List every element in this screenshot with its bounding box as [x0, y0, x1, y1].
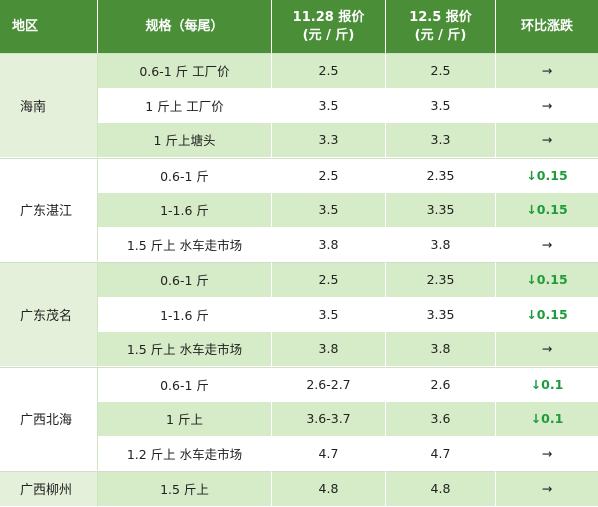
table-row: 广东湛江 0.6-1 斤 2.5 2.35 ↓0.15 — [0, 157, 598, 262]
spec-cell: 0.6-1 斤 — [98, 366, 272, 402]
change-cell: → — [496, 332, 598, 367]
change-cell: → — [496, 53, 598, 89]
price-125-cell: 4.8 — [386, 471, 496, 507]
price-1128-cell: 2.5 — [272, 262, 386, 298]
table-row: 1-1.6 斤 3.5 3.35 ↓0.15 — [0, 193, 598, 228]
price-1128-cell: 3.3 — [272, 123, 386, 158]
price-125-cell: 2.35 — [386, 157, 496, 193]
region-cell: 广西柳州 — [0, 471, 98, 507]
header-spec: 规格（每尾） — [98, 0, 272, 53]
price-1128-cell: 4.7 — [272, 436, 386, 471]
table-row: 1-1.6 斤 3.5 3.35 ↓0.15 — [0, 297, 598, 332]
spec-cell: 0.6-1 斤 工厂价 — [98, 53, 272, 89]
table-row: 1.5 斤上 水车走市场 3.8 3.8 → — [0, 332, 598, 367]
change-cell: ↓0.15 — [496, 157, 598, 193]
header-price-1128-date: 11.28 报价 — [292, 9, 365, 25]
spec-cell: 0.6-1 斤 — [98, 262, 272, 298]
region-cell: 海南 — [0, 53, 98, 158]
table-row: 广东茂名 0.6-1 斤 2.5 2.35 ↓0.15 — [0, 262, 598, 367]
spec-cell: 1 斤上塘头 — [98, 123, 272, 158]
price-125-cell: 2.5 — [386, 53, 496, 89]
spec-cell: 1.2 斤上 水车走市场 — [98, 436, 272, 471]
table-row: 1 斤上 3.6-3.7 3.6 ↓0.1 — [0, 402, 598, 437]
change-cell: → — [496, 88, 598, 123]
change-cell: → — [496, 471, 598, 507]
price-125-cell: 2.6 — [386, 366, 496, 402]
table-row: 1 斤上 工厂价 3.5 3.5 → — [0, 88, 598, 123]
price-125-cell: 3.6 — [386, 402, 496, 437]
region-cell: 广东茂名 — [0, 262, 98, 367]
price-1128-cell: 3.5 — [272, 88, 386, 123]
price-125-cell: 3.35 — [386, 193, 496, 228]
table-row: 1.2 斤上 水车走市场 4.7 4.7 → — [0, 436, 598, 471]
change-cell: → — [496, 436, 598, 471]
price-125-cell: 2.35 — [386, 262, 496, 298]
spec-cell: 1 斤上 工厂价 — [98, 88, 272, 123]
spec-cell: 1 斤上 — [98, 402, 272, 437]
table-row: 1.5 斤上 水车走市场 3.8 3.8 → — [0, 227, 598, 262]
change-cell: → — [496, 123, 598, 158]
price-125-cell: 3.5 — [386, 88, 496, 123]
spec-cell: 1.5 斤上 — [98, 471, 272, 507]
header-row: 地区 规格（每尾） 11.28 报价 (元 / 斤) 12.5 报价 (元 / 斤)… — [0, 0, 598, 53]
spec-cell: 1-1.6 斤 — [98, 193, 272, 228]
price-1128-cell: 2.6-2.7 — [272, 366, 386, 402]
header-price-1128-unit: (元 / 斤) — [302, 27, 355, 43]
price-125-cell: 3.8 — [386, 227, 496, 262]
price-1128-cell: 2.5 — [272, 157, 386, 193]
price-1128-cell: 3.5 — [272, 193, 386, 228]
header-price-125: 12.5 报价 (元 / 斤) — [386, 0, 496, 53]
price-1128-cell: 3.5 — [272, 297, 386, 332]
price-1128-cell: 3.6-3.7 — [272, 402, 386, 437]
price-125-cell: 3.35 — [386, 297, 496, 332]
table-row: 1 斤上塘头 3.3 3.3 → — [0, 123, 598, 158]
header-price-125-unit: (元 / 斤) — [414, 27, 467, 43]
change-cell: ↓0.1 — [496, 366, 598, 402]
price-125-cell: 3.3 — [386, 123, 496, 158]
table-row: 海南 0.6-1 斤 工厂价 2.5 2.5 → — [0, 53, 598, 158]
table-body: 海南 0.6-1 斤 工厂价 2.5 2.5 → 1 斤上 工厂价 3.5 3.… — [0, 53, 598, 507]
change-cell: → — [496, 227, 598, 262]
spec-cell: 1.5 斤上 水车走市场 — [98, 332, 272, 367]
price-1128-cell: 2.5 — [272, 53, 386, 89]
price-1128-cell: 3.8 — [272, 227, 386, 262]
table-row: 广西北海 0.6-1 斤 2.6-2.7 2.6 ↓0.1 — [0, 366, 598, 471]
header-price-1128: 11.28 报价 (元 / 斤) — [272, 0, 386, 53]
region-cell: 广西北海 — [0, 366, 98, 471]
change-cell: ↓0.15 — [496, 262, 598, 298]
spec-cell: 0.6-1 斤 — [98, 157, 272, 193]
region-cell: 广东湛江 — [0, 157, 98, 262]
header-change: 环比涨跌 — [496, 0, 598, 53]
price-125-cell: 3.8 — [386, 332, 496, 367]
spec-cell: 1.5 斤上 水车走市场 — [98, 227, 272, 262]
price-125-cell: 4.7 — [386, 436, 496, 471]
change-cell: ↓0.15 — [496, 193, 598, 228]
price-1128-cell: 4.8 — [272, 471, 386, 507]
change-cell: ↓0.1 — [496, 402, 598, 437]
header-region: 地区 — [0, 0, 98, 53]
header-price-125-date: 12.5 报价 — [409, 9, 472, 25]
table-row: 广西柳州 1.5 斤上 4.8 4.8 → — [0, 471, 598, 507]
spec-cell: 1-1.6 斤 — [98, 297, 272, 332]
price-1128-cell: 3.8 — [272, 332, 386, 367]
change-cell: ↓0.15 — [496, 297, 598, 332]
